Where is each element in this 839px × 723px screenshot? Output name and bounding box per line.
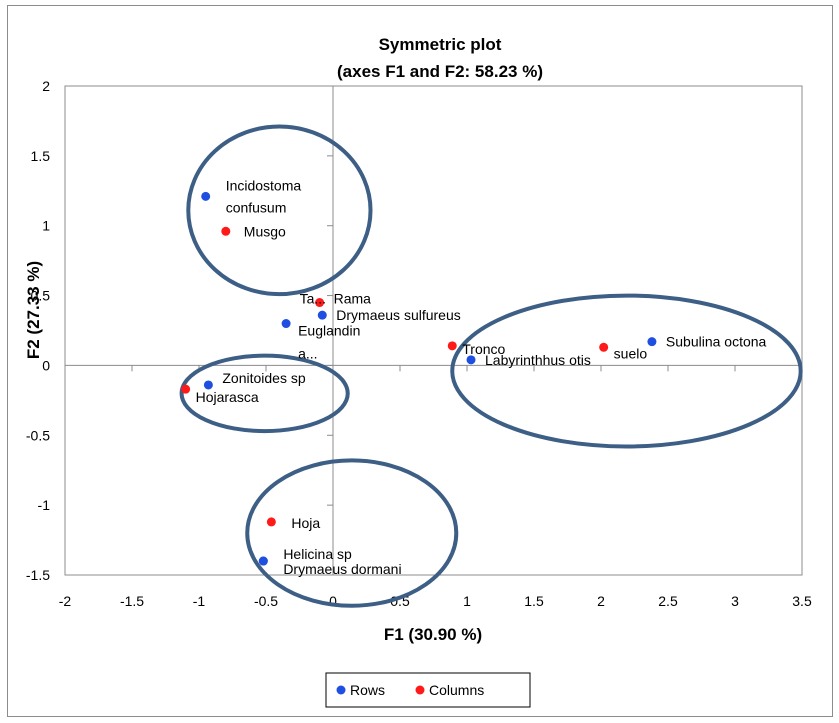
x-tick-label: -1 [193,593,206,609]
y-tick-label: 0 [42,357,50,373]
row-point [203,380,213,390]
x-tick-label: 1 [463,593,471,609]
point-label: Tronco [462,341,505,357]
column-point [181,384,191,394]
y-tick-label: -0.5 [26,427,50,443]
axes-layer: -2 -1.5 -1 -0.5 0 0.5 1 1.5 2 2.5 3 3.5-1.5-1-0.500… [26,78,812,609]
cluster-ellipse [245,458,459,608]
row-point [281,319,291,329]
cluster-ellipse [450,293,803,449]
row-point [201,191,211,201]
point-label: Hojarasca [196,389,259,405]
x-tick-label: 0 [329,593,337,609]
x-tick-label: -0.5 [254,593,278,609]
column-point [599,342,609,352]
row-point [317,310,327,320]
y-tick-label: 2 [42,78,50,94]
cluster-ellipse [179,353,350,434]
point-label: Euglandin [298,323,360,339]
cluster-ellipses [179,124,803,608]
point-label: Helicina sp [283,546,352,562]
point-label: confusum [226,199,287,215]
point-label: Musgo [244,223,286,239]
point-label: Hoja [291,515,320,531]
point-label: Drymaeus sulfureus [336,307,461,323]
row-point [466,355,476,365]
legend: Rows Columns [325,672,531,708]
row-point [258,556,268,566]
legend-box [325,672,531,708]
point-label: Drymaeus dormani [283,561,401,577]
truncated-label: Ta... [300,291,326,307]
x-tick-label: 3 [731,593,739,609]
y-tick-label: 1.5 [31,148,51,164]
point-label: Rama [334,291,372,307]
legend-columns-marker [415,685,425,695]
x-axis-title: F1 (30.90 %) [384,625,482,644]
legend-rows-marker [336,685,346,695]
point-label: Subulina octona [666,334,767,350]
column-point [221,226,231,236]
y-tick-label: -1 [38,497,51,513]
y-tick-label: -1.5 [26,567,50,583]
x-tick-label: 2 [597,593,605,609]
x-tick-label: 1.5 [524,593,544,609]
y-tick-label: 1 [42,218,50,234]
plot-area [64,85,803,576]
x-tick-label: 2.5 [658,593,678,609]
x-tick-label: -1.5 [120,593,144,609]
column-point [266,517,276,527]
column-point [447,341,457,351]
row-point [647,337,657,347]
legend-rows-label: Rows [350,682,385,698]
chart-title: Symmetric plot [379,35,502,54]
cluster-ellipse [186,124,373,297]
y-axis-title: F2 (27.33 %) [24,261,43,359]
point-label: Labyrinthhus otis [485,352,591,368]
point-labels: Incidostoma confusum Drymaeus sulfureusEug… [196,177,767,577]
point-label: Zonitoides sp [222,370,305,386]
x-tick-label: 3.5 [792,593,812,609]
point-label: suelo [614,345,648,361]
y-tick-label: 0.5 [31,288,51,304]
column-point [315,298,325,308]
chart-subtitle: (axes F1 and F2: 58.23 %) [337,62,543,81]
point-label: a... [298,346,317,362]
x-tick-label: -2 [59,593,72,609]
legend-columns-label: Columns [429,682,484,698]
data-points [181,191,657,566]
point-label: Incidostoma [226,177,302,193]
